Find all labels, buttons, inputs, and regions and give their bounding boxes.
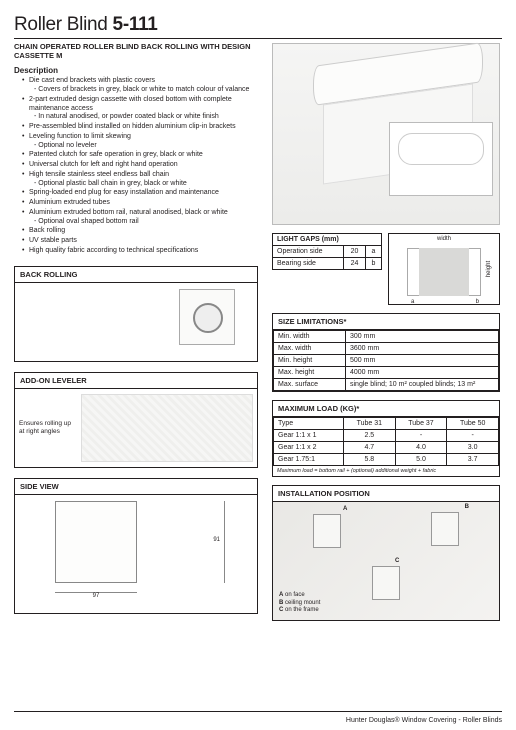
desc-item: UV stable parts [22,237,258,246]
title-prefix: Roller Blind [14,14,113,35]
right-column: LIGHT GAPS (mm) Operation side20aBearing… [272,43,500,621]
back-rolling-diagram [15,283,257,361]
size-heading: SIZE LIMITATIONS* [273,314,499,330]
lg-width-label: width [437,236,451,242]
footer-rule [14,711,502,712]
desc-item: Die cast end brackets with plastic cover… [22,77,258,95]
sideview-heading: SIDE VIEW [15,479,257,495]
description-heading: Description [14,66,258,75]
addon-heading: ADD-ON LEVELER [15,373,257,389]
page-title: Roller Blind 5-111 [14,14,502,36]
dim-horizontal: 97 [93,593,100,599]
light-gaps-diagram: width a b height [388,233,500,305]
dim-vertical: 91 [213,537,220,543]
install-label-c: C [395,558,399,564]
subtitle: CHAIN OPERATED ROLLER BLIND BACK ROLLING… [14,43,254,60]
lg-height-label: height [486,261,492,277]
desc-item: High quality fabric according to technic… [22,247,258,256]
box-max-load: MAXIMUM LOAD (KG)* TypeTube 31Tube 37Tub… [272,400,500,477]
light-gaps-heading: LIGHT GAPS (mm) [273,234,382,246]
footer-text: Hunter Douglas® Window Covering - Roller… [346,717,502,724]
left-column: CHAIN OPERATED ROLLER BLIND BACK ROLLING… [14,43,258,621]
desc-item: High tensile stainless steel endless bal… [22,171,258,189]
lg-b: b [476,299,479,305]
size-table: Min. width300 mmMax. width3600 mmMin. he… [273,330,499,391]
install-diagram: A B C A on faceB ceiling mountC on the f… [273,502,499,620]
box-install: INSTALLATION POSITION A B C A on faceB c… [272,485,500,621]
load-table: TypeTube 31Tube 37Tube 50Gear 1:1 x 12.5… [273,417,499,466]
install-heading: INSTALLATION POSITION [273,486,499,502]
desc-item: Spring-loaded end plug for easy installa… [22,189,258,198]
title-rule [14,38,502,39]
desc-item: Leveling function to limit skewing- Opti… [22,133,258,151]
install-label-b: B [465,504,469,510]
desc-item: Patented clutch for safe operation in gr… [22,151,258,160]
box-size-limits: SIZE LIMITATIONS* Min. width300 mmMax. w… [272,313,500,392]
addon-diagram: Ensures rolling up at right angles [15,389,257,467]
light-gaps-table: LIGHT GAPS (mm) Operation side20aBearing… [272,233,382,270]
desc-item: Aluminium extruded bottom rail, natural … [22,209,258,227]
lg-a: a [411,299,414,305]
desc-item: 2-part extruded design cassette with clo… [22,96,258,122]
desc-item: Pre-assembled blind installed on hidden … [22,123,258,132]
desc-item: Back rolling [22,227,258,236]
desc-item: Universal clutch for left and right hand… [22,161,258,170]
install-legend: A on faceB ceiling mountC on the frame [279,592,320,614]
description-list: Die cast end brackets with plastic cover… [14,77,258,255]
load-heading: MAXIMUM LOAD (KG)* [273,401,499,417]
light-gaps-section: LIGHT GAPS (mm) Operation side20aBearing… [272,233,500,305]
box-back-rolling: BACK ROLLING [14,266,258,362]
install-label-a: A [343,506,347,512]
sideview-diagram: 91 97 [15,495,257,613]
hero-render [272,43,500,225]
title-model: 5-111 [113,14,158,35]
desc-item: Aluminium extruded tubes [22,199,258,208]
load-note: Maximum load = bottom rail + (optional) … [273,466,499,476]
back-rolling-heading: BACK ROLLING [15,267,257,283]
box-addon-leveler: ADD-ON LEVELER Ensures rolling up at rig… [14,372,258,468]
box-side-view: SIDE VIEW 91 97 [14,478,258,614]
addon-text: Ensures rolling up at right angles [19,420,75,436]
